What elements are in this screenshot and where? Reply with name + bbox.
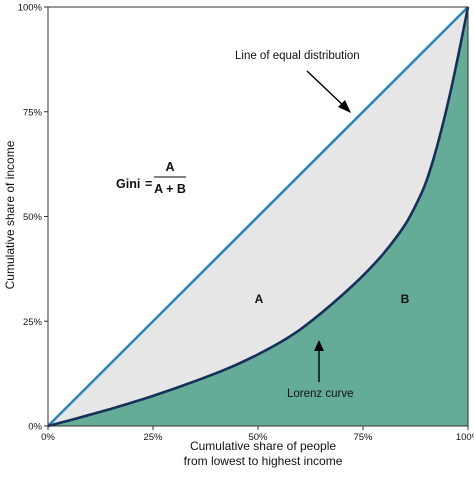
gini-numerator: A [165,160,174,174]
gini-formula: Gini = A A + B [116,160,186,196]
x-tick-label: 25% [143,432,163,443]
area-b [48,7,468,426]
region-b-label: B [401,292,410,306]
y-axis-title: Cumulative share of income [3,140,17,289]
y-tick-label: 50% [23,212,43,223]
equal-distribution-line [47,6,469,427]
gini-lhs: Gini [116,177,140,191]
equal-line-annotation: Line of equal distribution [235,50,360,62]
x-tick-label: 75% [353,432,373,443]
x-axis-title-line1: Cumulative share of people [190,439,336,453]
equal-line-arrow-shaft [306,70,347,109]
x-axis-title-line2: from lowest to highest income [184,454,343,468]
y-tick-label: 0% [28,422,42,433]
region-a-label: A [255,292,264,306]
x-tick-label: 0% [41,432,55,443]
lorenz-arrow-head [314,340,324,351]
lorenz-annotation: Lorenz curve [287,388,353,400]
equal-line-arrow-head [338,100,351,113]
y-tick-label: 25% [23,317,43,328]
x-tick-label: 100% [456,432,474,443]
lorenz-curve-line [47,6,470,428]
y-tick-label: 100% [18,3,43,14]
y-tick-label: 75% [23,107,43,118]
x-tick-label: 50% [248,432,268,443]
gini-equals: = [145,177,152,191]
gini-denominator: A + B [154,182,186,196]
